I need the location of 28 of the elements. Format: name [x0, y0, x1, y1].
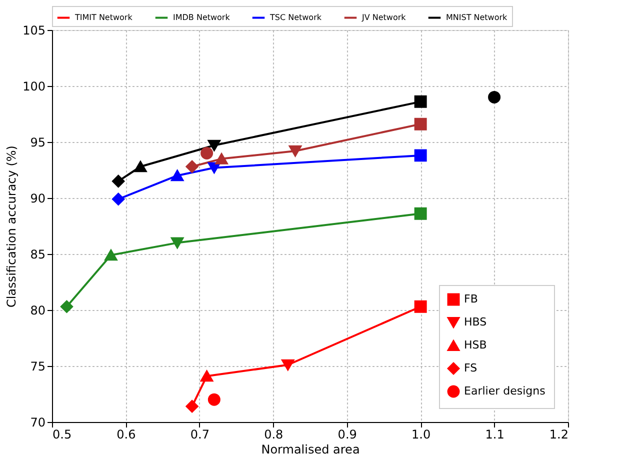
y-tick-label: 90	[30, 192, 46, 206]
y-tick-label: 85	[30, 248, 46, 262]
y-tick-label: 105	[22, 24, 46, 38]
y-tick-label: 70	[30, 416, 46, 430]
legend-label: MNIST Network	[446, 12, 508, 22]
legend-label: HSB	[464, 338, 487, 352]
legend-label: JV Network	[361, 12, 406, 22]
x-tick-label: 1.1	[485, 428, 504, 442]
x-tick-label: 0.8	[264, 428, 284, 442]
legend-label: TSC Network	[269, 12, 322, 22]
x-tick-label: 1.2	[549, 428, 568, 442]
legend-label: HBS	[464, 316, 487, 328]
y-tick-label: 95	[30, 136, 46, 150]
legend-label: IMDB Network	[173, 12, 230, 22]
x-tick-label: 0.9	[338, 428, 357, 442]
legend-label: TIMIT Network	[74, 12, 133, 22]
legend-label: Earlier designs	[464, 384, 546, 398]
x-axis-title: Normalised area	[261, 442, 360, 455]
y-tick-label: 80	[30, 304, 46, 318]
legend-label: FS	[464, 362, 478, 374]
x-tick-label: 0.6	[116, 428, 136, 442]
x-tick-label: 1.0	[412, 428, 431, 442]
x-tick-label: 0.5	[52, 428, 72, 442]
y-tick-label: 100	[22, 80, 46, 94]
legend-label: FB	[464, 292, 478, 306]
y-axis-title: Classification accuracy (%)	[4, 146, 19, 308]
x-tick-label: 0.7	[190, 428, 210, 442]
y-tick-label: 75	[30, 360, 46, 374]
